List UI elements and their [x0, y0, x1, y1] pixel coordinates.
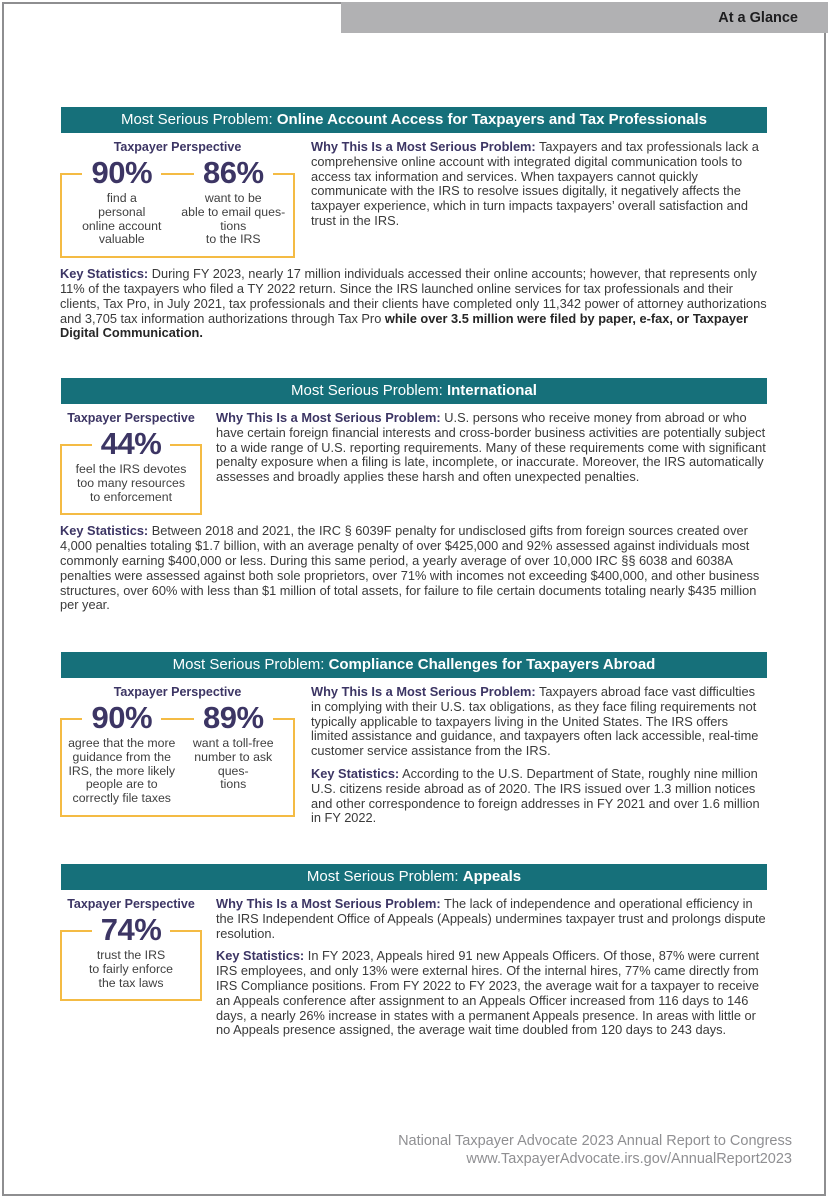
why-label: Why This Is a Most Serious Problem:: [216, 410, 441, 425]
why-text: Taxpayers and tax professionals lack a c…: [311, 139, 759, 228]
section-header-prefix: Most Serious Problem:: [172, 656, 329, 673]
stat-caption: agree that the more guidance from the IR…: [68, 736, 176, 806]
key-statistics-label: Key Statistics:: [216, 948, 305, 964]
section-header: Most Serious Problem: Compliance Challen…: [61, 652, 767, 678]
section-online-account: Most Serious Problem: Online Account Acc…: [60, 107, 768, 341]
perspective-label: Taxpayer Perspective: [113, 685, 242, 699]
stat-value: 90%: [82, 156, 162, 190]
stat-value: 44%: [91, 427, 171, 461]
why-text: U.S. persons who receive money from abro…: [216, 410, 766, 485]
key-statistics-text: During FY 2023, nearly 17 million indivi…: [60, 266, 767, 326]
why-paragraph: Why This Is a Most Serious Problem: Taxp…: [311, 684, 768, 759]
section-header-prefix: Most Serious Problem:: [120, 111, 277, 128]
section-header-title: Online Account Access for Taxpayers and …: [276, 111, 708, 128]
key-statistics-paragraph: Key Statistics: Between 2018 and 2021, t…: [60, 523, 768, 613]
section-header-prefix: Most Serious Problem:: [306, 868, 463, 885]
why-paragraph: Why This Is a Most Serious Problem: Taxp…: [311, 139, 768, 229]
stat-caption: feel the IRS devotes too many resources …: [75, 462, 187, 504]
taxpayer-perspective-panel: Taxpayer Perspective 90% 89% agree that …: [60, 685, 295, 817]
footer-line-2: www.TaxpayerAdvocate.irs.gov/AnnualRepor…: [466, 1151, 792, 1167]
stat-value: 74%: [91, 913, 171, 947]
stat-caption: trust the IRS to fairly enforce the tax …: [88, 948, 174, 990]
why-text: The lack of independence and operational…: [216, 896, 766, 941]
report-footer: National Taxpayer Advocate 2023 Annual R…: [398, 1132, 792, 1168]
section-header-title: Appeals: [462, 868, 522, 885]
at-a-glance-tab: At a Glance: [341, 2, 828, 33]
key-statistics-text: Between 2018 and 2021, the IRC § 6039F p…: [60, 523, 760, 613]
why-paragraph: Why This Is a Most Serious Problem: U.S.…: [216, 410, 768, 485]
key-statistics-text: In FY 2023, Appeals hired 91 new Appeals…: [216, 948, 759, 1038]
footer-line-1: National Taxpayer Advocate 2023 Annual R…: [398, 1133, 792, 1149]
key-statistics-emphasis: while over 3.5 million were filed by pap…: [60, 310, 749, 341]
stat-value: 89%: [193, 701, 273, 735]
stat-caption: find a personal online account valuable: [82, 191, 162, 247]
stat-value: 90%: [82, 701, 162, 735]
perspective-label: Taxpayer Perspective: [67, 897, 195, 911]
key-statistics-paragraph: Key Statistics: According to the U.S. De…: [311, 765, 768, 826]
section-header-title: Compliance Challenges for Taxpayers Abro…: [328, 656, 656, 673]
stat-box: 74% trust the IRS to fairly enforce the …: [60, 913, 202, 1002]
stat-caption: want a toll-free number to ask ques- tio…: [192, 736, 274, 792]
taxpayer-perspective-panel: Taxpayer Perspective 90% 86% find a pers…: [60, 140, 295, 259]
tab-label: At a Glance: [718, 9, 798, 26]
stat-value: 86%: [193, 156, 273, 190]
section-header: Most Serious Problem: International: [61, 378, 767, 404]
section-header: Most Serious Problem: Online Account Acc…: [61, 107, 767, 133]
section-appeals: Most Serious Problem: Appeals Taxpayer P…: [60, 864, 768, 1038]
stat-box: 90% 86% find a personal online account v…: [60, 156, 295, 259]
taxpayer-perspective-panel: Taxpayer Perspective 44% feel the IRS de…: [60, 411, 202, 516]
section-header: Most Serious Problem: Appeals: [61, 864, 767, 890]
why-label: Why This Is a Most Serious Problem:: [311, 139, 536, 154]
key-statistics-label: Key Statistics:: [311, 765, 400, 781]
why-text: Taxpayers abroad face vast difficulties …: [311, 684, 759, 759]
key-statistics-label: Key Statistics:: [60, 523, 149, 539]
taxpayer-perspective-panel: Taxpayer Perspective 74% trust the IRS t…: [60, 897, 202, 1002]
why-label: Why This Is a Most Serious Problem:: [216, 896, 441, 911]
perspective-label: Taxpayer Perspective: [113, 140, 242, 154]
stat-box: 44% feel the IRS devotes too many resour…: [60, 427, 202, 516]
key-statistics-paragraph: Key Statistics: In FY 2023, Appeals hire…: [216, 948, 768, 1038]
perspective-label: Taxpayer Perspective: [67, 411, 195, 425]
stat-box: 90% 89% agree that the more guidance fro…: [60, 701, 295, 817]
section-international: Most Serious Problem: International Taxp…: [60, 378, 768, 613]
key-statistics-label: Key Statistics:: [60, 266, 149, 282]
key-statistics-text: According to the U.S. Department of Stat…: [311, 765, 760, 826]
section-taxpayers-abroad: Most Serious Problem: Compliance Challen…: [60, 652, 768, 826]
key-statistics-paragraph: Key Statistics: During FY 2023, nearly 1…: [60, 266, 768, 341]
stat-caption: want to be able to email ques- tions to …: [181, 191, 286, 247]
section-header-prefix: Most Serious Problem:: [291, 382, 447, 399]
why-paragraph: Why This Is a Most Serious Problem: The …: [216, 896, 768, 941]
section-header-title: International: [446, 382, 537, 399]
why-label: Why This Is a Most Serious Problem:: [311, 684, 536, 699]
